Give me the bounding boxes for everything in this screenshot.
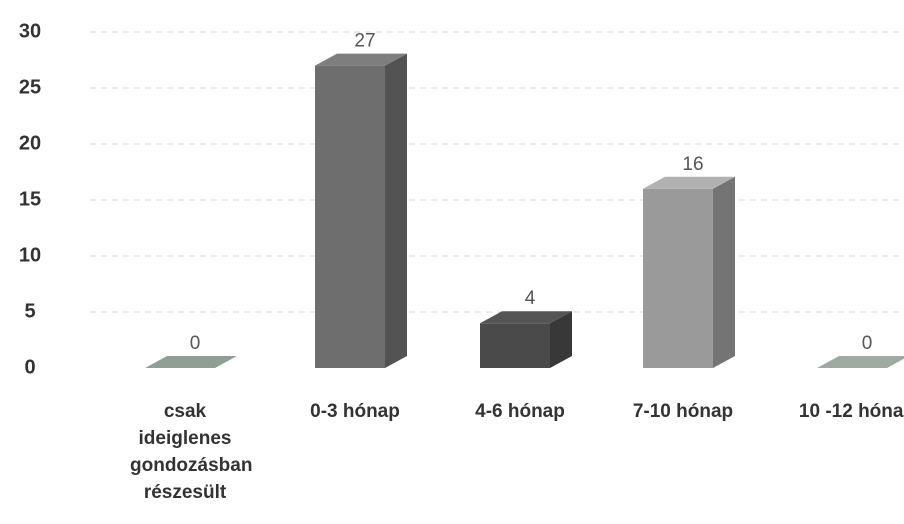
value-label: 16 (682, 154, 703, 175)
y-tick-label: 20 (19, 132, 41, 154)
bar (817, 356, 904, 368)
bar-top (480, 311, 572, 324)
y-tick-label: 5 (24, 300, 35, 322)
x-tick-label: 4-6 hónap (475, 401, 565, 422)
bar-side (385, 53, 407, 368)
y-tick-label: 0 (24, 356, 35, 378)
bar (315, 53, 407, 368)
value-label: 0 (862, 333, 873, 354)
bar (643, 176, 735, 368)
value-label: 4 (525, 288, 536, 309)
y-tick-label: 30 (19, 20, 41, 42)
bar-front (643, 188, 713, 368)
bar-front (480, 323, 550, 368)
x-tick-label: 10 -12 hónap (798, 401, 904, 422)
y-tick-label: 25 (19, 76, 41, 98)
bar (480, 311, 572, 368)
bar (145, 356, 237, 368)
bar-top (145, 356, 237, 368)
bar-top (643, 176, 735, 189)
bar-front (315, 65, 385, 368)
bar-top (315, 53, 407, 66)
value-label: 0 (190, 333, 201, 354)
bar-side (550, 311, 572, 368)
value-label: 27 (354, 31, 375, 52)
bar-side (713, 176, 735, 368)
x-tick-label: 7-10 hónap (632, 401, 734, 422)
y-tick-label: 10 (19, 244, 41, 266)
y-tick-label: 15 (19, 188, 41, 210)
x-tick-label: 0-3 hónap (310, 401, 400, 422)
x-tick-label: csak ideiglenes gondozásban részesült (130, 401, 253, 503)
bar-top (817, 356, 904, 368)
